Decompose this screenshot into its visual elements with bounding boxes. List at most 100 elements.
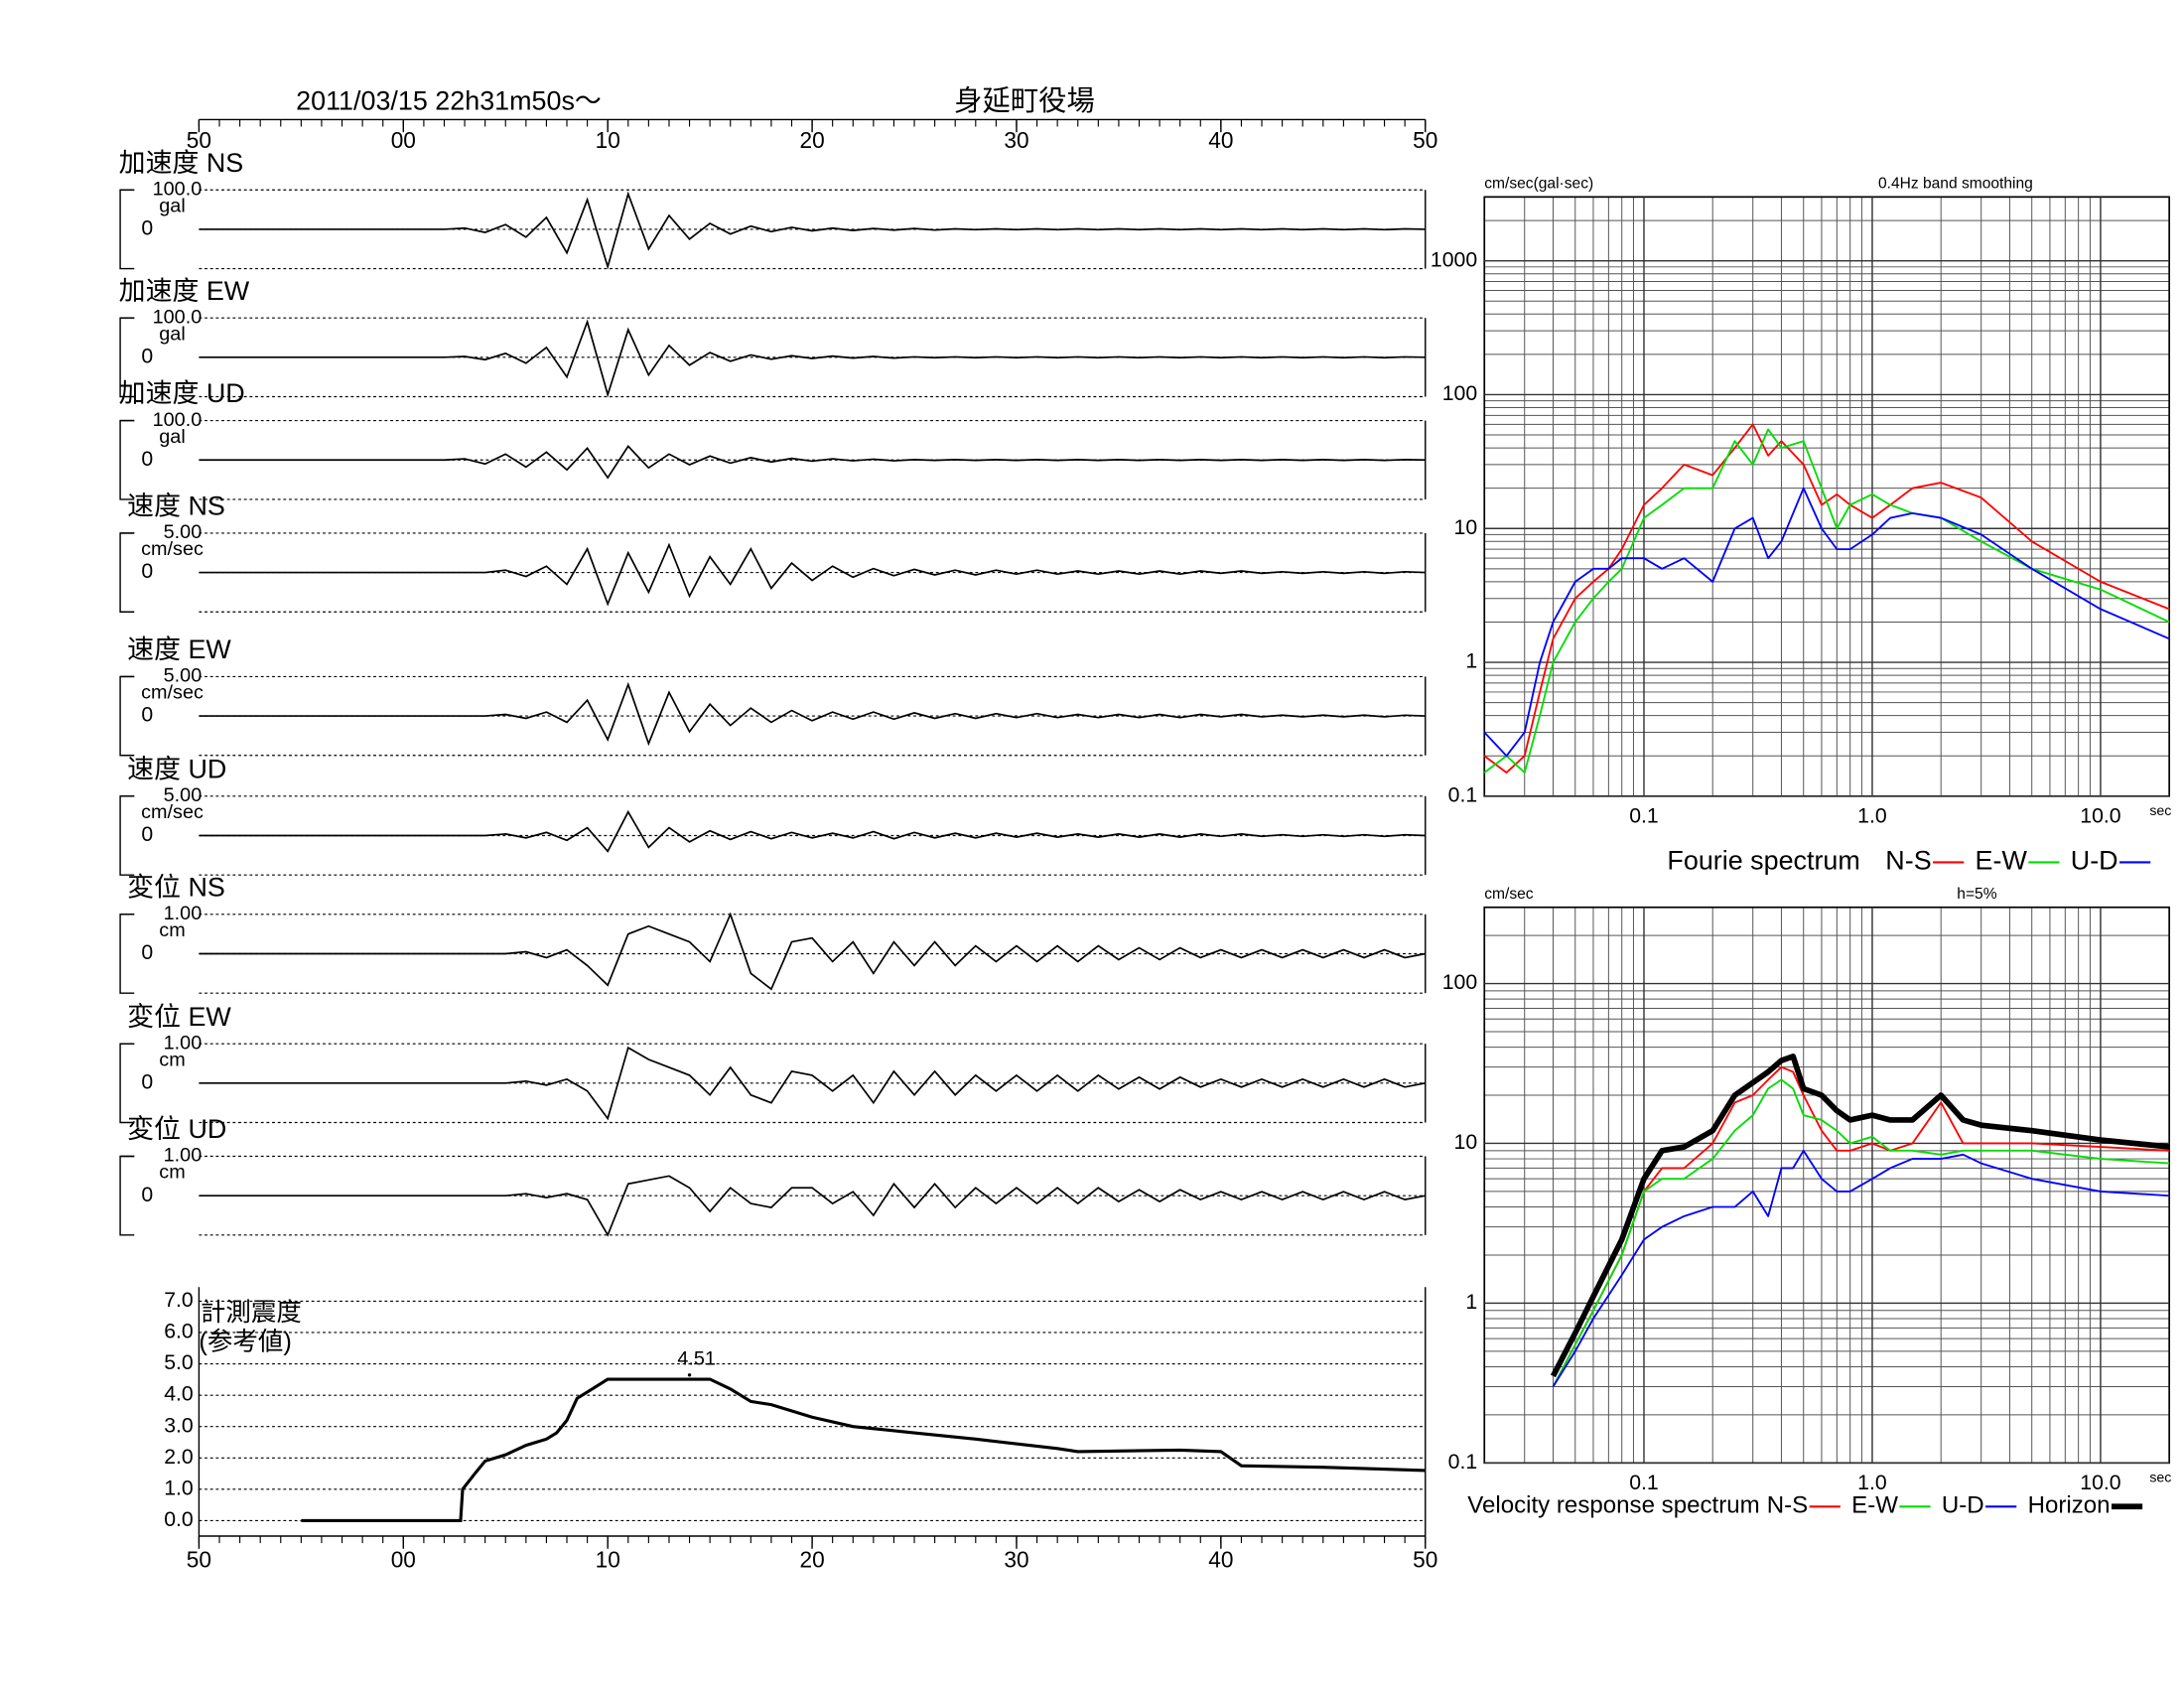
y-tick-label: 5.00: [164, 521, 203, 543]
y-tick-label: 0: [141, 1183, 153, 1206]
y-axis-label: cm/sec(gal·sec): [1484, 176, 1593, 193]
y-tick-label: 0: [141, 216, 153, 240]
trace-bracket: [119, 914, 135, 994]
legend-title: Fourie spectrum: [1667, 846, 1859, 876]
y-tick-label: 10: [1454, 1130, 1478, 1154]
trace-bracket: [119, 419, 135, 500]
y-tick-label: 1: [1465, 649, 1477, 673]
unit-label: cm: [159, 1162, 185, 1184]
intensity-title: 計測震度: [201, 1299, 302, 1327]
note: 0.4Hz band smoothing: [1878, 176, 2033, 193]
y-tick-label: 100.0: [153, 409, 203, 431]
spectrum-line: [1552, 1065, 2170, 1387]
trace-bracket: [119, 795, 135, 876]
annotation-dot: [687, 1373, 692, 1377]
x-tick-label: 00: [391, 127, 416, 153]
legend-label: U-D: [2071, 846, 2118, 876]
trace-label: 速度 UD: [127, 754, 226, 783]
annotation: 4.51: [677, 1347, 716, 1369]
record-time: 2011/03/15 22h31m50s〜: [296, 86, 602, 116]
note: h=5%: [1957, 886, 1996, 903]
x-tick-label: 50: [1413, 1546, 1437, 1572]
y-tick-label: 6.0: [164, 1320, 194, 1343]
y-tick-label: 3.0: [164, 1413, 194, 1437]
trace-label: 加速度 EW: [119, 276, 250, 306]
trace: [199, 319, 1426, 398]
legend-label: Horizon: [2028, 1492, 2111, 1519]
y-tick-label: 1000: [1431, 247, 1477, 271]
y-tick-label: 4.0: [164, 1382, 194, 1406]
trace-label: 変位 EW: [127, 1002, 231, 1032]
unit-label: gal: [159, 323, 185, 345]
trace: [199, 912, 1426, 991]
y-tick-label: 1.00: [164, 1145, 203, 1167]
y-tick-label: 0: [141, 447, 153, 471]
station-name: 身延町役場: [954, 85, 1095, 117]
x-tick-label: 20: [799, 127, 824, 153]
x-tick-label: 50: [1413, 127, 1437, 153]
trace: [199, 1046, 1426, 1121]
trace-label: 加速度 NS: [119, 148, 244, 178]
x-tick-label: 0.1: [1629, 804, 1659, 828]
x-tick-label: 50: [187, 1546, 211, 1572]
unit-label: gal: [159, 426, 185, 448]
x-tick-label: 50: [187, 127, 211, 153]
x-axis-label: sec: [2149, 1471, 2171, 1486]
unit-label: cm/sec: [141, 682, 204, 704]
unit-label: cm/sec: [141, 538, 204, 560]
x-tick-label: 0.1: [1629, 1471, 1659, 1494]
trace-label: 変位 UD: [127, 1114, 226, 1144]
x-tick-label: 00: [391, 1546, 416, 1572]
y-tick-label: 100.0: [153, 178, 203, 200]
legend-label: N-S: [1885, 846, 1931, 876]
trace-label: 速度 EW: [127, 634, 231, 664]
y-tick-label: 5.00: [164, 784, 203, 806]
intensity-subtitle: (参考値): [199, 1329, 291, 1356]
trace: [199, 1175, 1426, 1237]
legend-label: U-D: [1942, 1492, 1984, 1519]
spectrum-line: [1552, 1078, 2170, 1387]
y-tick-label: 0: [141, 344, 153, 367]
x-tick-label: 10: [596, 1546, 620, 1572]
legend-title: Velocity response spectrum: [1467, 1492, 1759, 1519]
intensity-line: [301, 1377, 1426, 1522]
y-tick-label: 10: [1454, 515, 1478, 539]
x-tick-label: 40: [1208, 1546, 1233, 1572]
legend-label: E-W: [1976, 846, 2028, 876]
x-tick-label: 30: [1004, 127, 1028, 153]
y-tick-label: 0: [141, 559, 153, 583]
x-tick-label: 10.0: [2080, 1471, 2120, 1494]
unit-label: cm: [159, 1049, 185, 1070]
spectrum-line: [1552, 1149, 2170, 1388]
y-tick-label: 7.0: [164, 1288, 194, 1312]
y-axis-label: cm/sec: [1484, 886, 1534, 903]
y-tick-label: 0: [141, 822, 153, 846]
trace: [199, 444, 1426, 480]
legend-label: E-W: [1851, 1492, 1898, 1519]
y-tick-label: 5.0: [164, 1350, 194, 1374]
y-tick-label: 1.00: [164, 1032, 203, 1054]
y-tick-label: 100: [1442, 381, 1477, 405]
y-tick-label: 0.1: [1448, 1450, 1478, 1474]
trace: [199, 542, 1426, 607]
x-tick-label: 20: [799, 1546, 824, 1572]
y-tick-label: 0.1: [1448, 782, 1478, 806]
trace-bracket: [119, 1043, 135, 1124]
trace: [199, 809, 1426, 853]
trace-label: 加速度 UD: [119, 378, 245, 408]
trace-bracket: [119, 1155, 135, 1236]
x-tick-label: 1.0: [1857, 1471, 1887, 1494]
y-tick-label: 100.0: [153, 306, 203, 328]
unit-label: cm/sec: [141, 801, 204, 823]
plot-frame: [1483, 196, 2171, 797]
spectrum-line: [1550, 1054, 2170, 1378]
x-tick-label: 30: [1004, 1546, 1028, 1572]
y-tick-label: 1.0: [164, 1476, 194, 1499]
trace: [199, 191, 1426, 270]
y-tick-label: 0: [141, 940, 153, 964]
y-tick-label: 0: [141, 1069, 153, 1093]
y-tick-label: 0.0: [164, 1507, 194, 1531]
spectrum-line: [1483, 423, 2170, 774]
spectrum-line: [1483, 487, 2170, 758]
